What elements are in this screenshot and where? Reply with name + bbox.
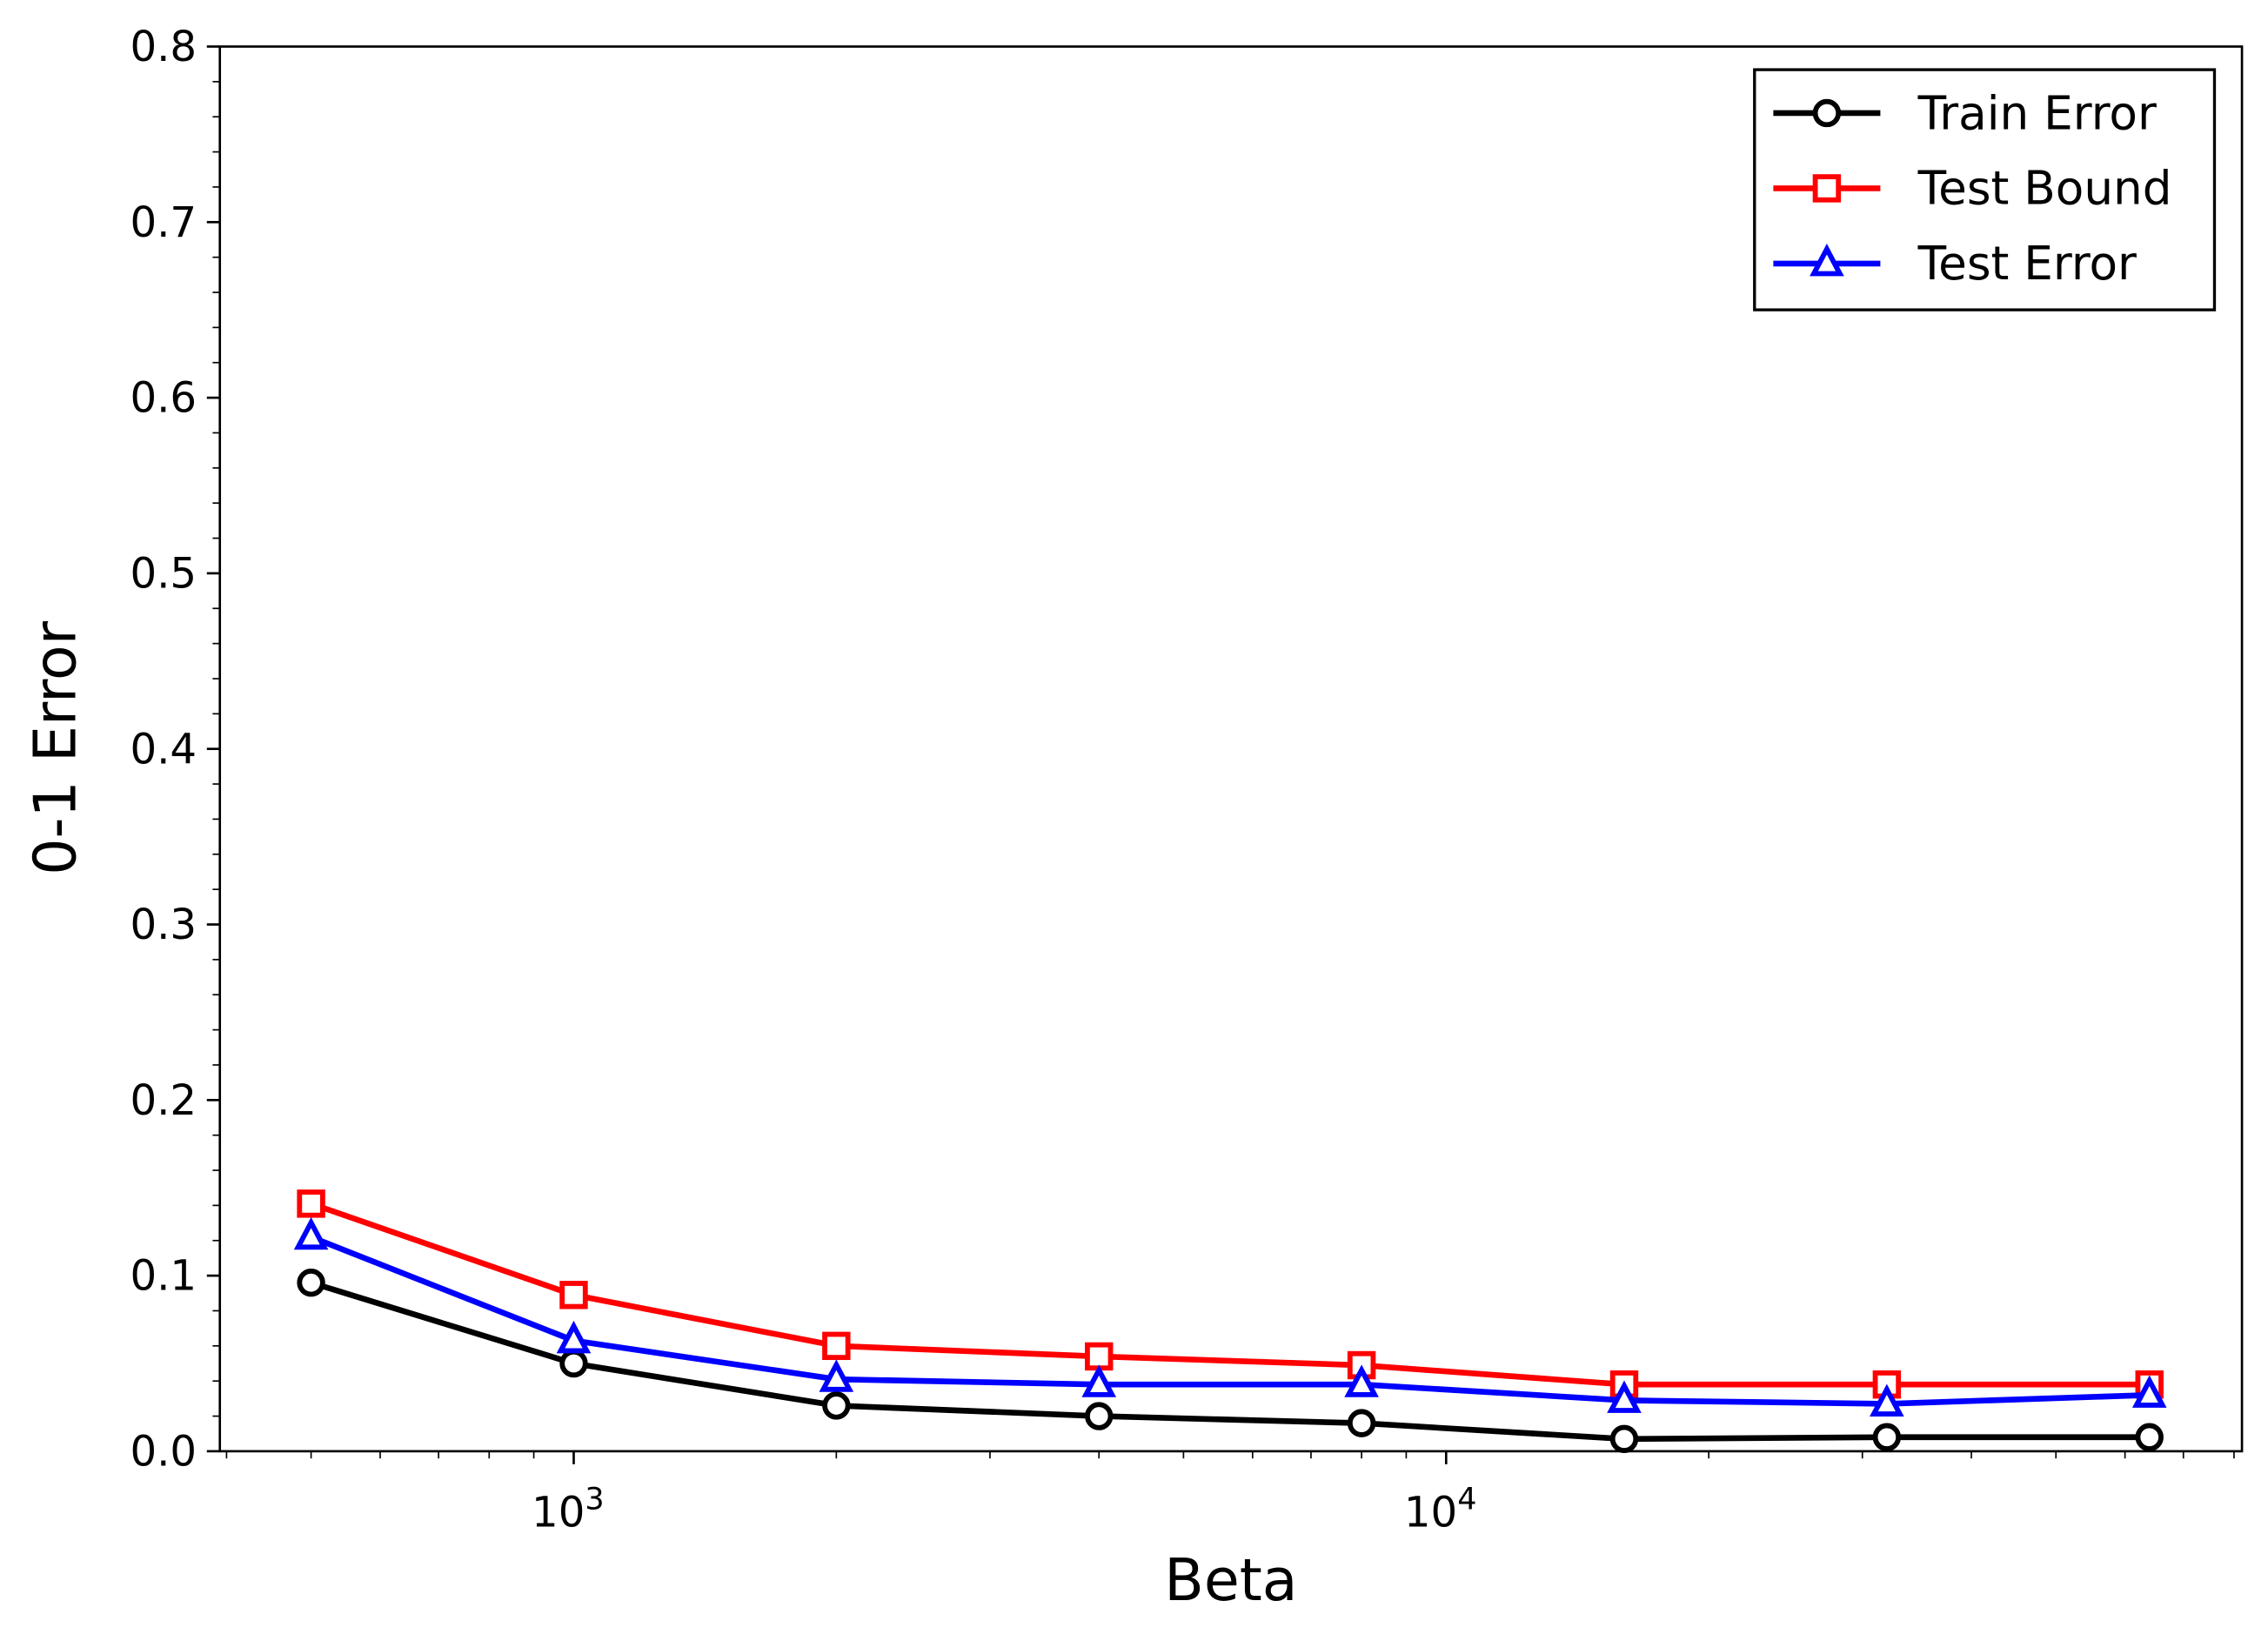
y-tick-label: 0.2: [130, 1076, 197, 1125]
y-tick-label: 0.0: [130, 1428, 197, 1477]
series-test-error: [293, 1216, 2167, 1417]
triangle-marker: [1870, 1383, 1904, 1417]
square-marker: [297, 1189, 325, 1218]
square-marker: [1085, 1342, 1114, 1371]
series-line: [310, 1201, 2150, 1388]
x-axis-label: Beta: [1164, 1546, 1297, 1614]
y-axis-label: 0-1 Error: [21, 620, 89, 875]
square-marker: [822, 1331, 851, 1361]
circle-marker: [1085, 1402, 1114, 1430]
triangle-marker: [556, 1320, 592, 1354]
circle-marker: [1347, 1409, 1376, 1437]
triangle-marker: [293, 1216, 329, 1250]
y-tick-label: 0.7: [130, 198, 197, 247]
series-train-error: [297, 1268, 2164, 1453]
series-line: [310, 1279, 2150, 1443]
y-tick-label: 0.1: [130, 1252, 197, 1301]
plot-frame: [218, 45, 2244, 1453]
legend-label: Test Bound: [1917, 162, 2172, 216]
square-marker: [1812, 174, 1842, 203]
y-tick-label: 0.6: [130, 374, 197, 423]
x-tick-label: 104: [1404, 1482, 1477, 1537]
circle-marker: [1812, 98, 1842, 128]
x-tick-label: 103: [532, 1482, 605, 1537]
circle-marker: [822, 1391, 851, 1420]
triangle-marker: [1810, 244, 1844, 277]
circle-marker: [1872, 1423, 1902, 1451]
legend-label: Train Error: [1917, 86, 2157, 140]
y-tick-label: 0.3: [130, 901, 197, 949]
triangle-marker: [1344, 1364, 1379, 1397]
legend-box: [1753, 68, 2217, 311]
y-tick-label: 0.5: [130, 550, 197, 599]
circle-marker: [2135, 1423, 2164, 1451]
series-line: [310, 1234, 2150, 1407]
triangle-marker: [2131, 1375, 2167, 1408]
triangle-marker: [819, 1359, 854, 1392]
triangle-marker: [1607, 1380, 1642, 1413]
circle-marker: [559, 1349, 588, 1378]
legend: Train Error Test Bound Test Error: [1753, 68, 2217, 311]
triangle-marker: [1081, 1364, 1117, 1397]
circle-marker: [297, 1268, 325, 1297]
y-tick-label: 0.4: [130, 725, 197, 774]
y-tick-label: 0.8: [130, 23, 197, 71]
square-marker: [559, 1281, 588, 1309]
circle-marker: [1609, 1424, 1639, 1453]
legend-label: Test Error: [1917, 237, 2137, 291]
